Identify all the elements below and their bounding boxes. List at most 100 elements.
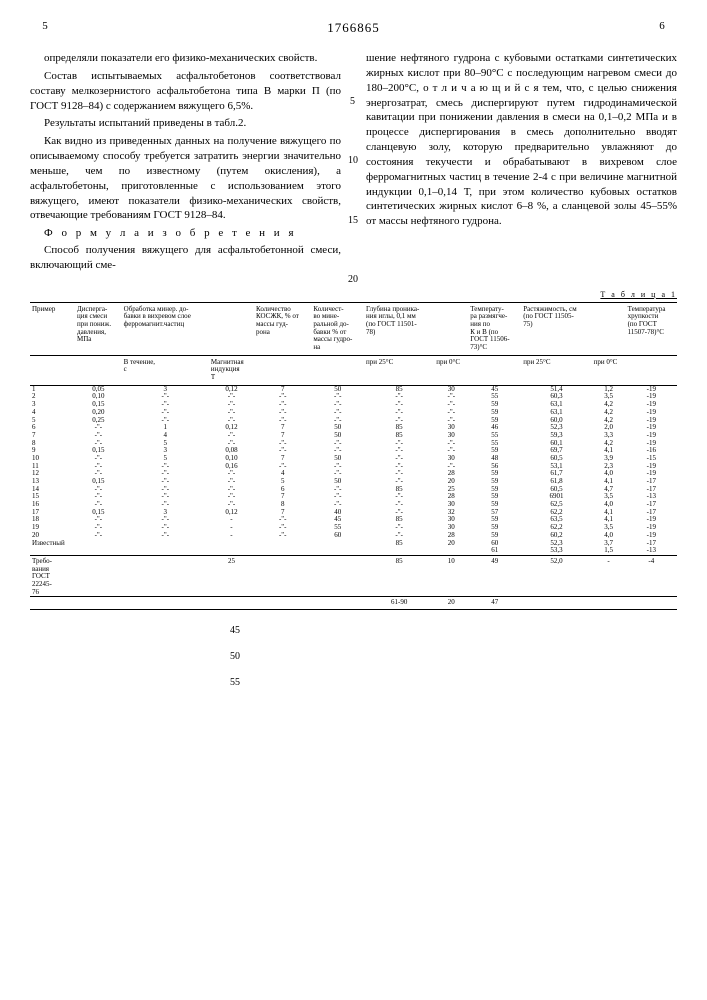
table-row: 30,15-"--"--"--"--"--"-5963,14,2-19: [30, 401, 677, 409]
table-header: ПримерДисперга-ция смесипри пониж.давлен…: [30, 302, 677, 385]
table-cell: [254, 597, 311, 610]
table-row: 15-"--"--"-7-"--"-285969013,5-13: [30, 493, 677, 501]
col-header: [592, 302, 626, 355]
table-row: 40,20-"--"--"--"--"--"-5963,14,2-19: [30, 409, 677, 417]
table-cell: [30, 597, 75, 610]
table-cell: [122, 547, 209, 555]
page-number-left: 5: [30, 20, 60, 36]
col-header: Дисперга-ция смесипри пониж.давления,МПа: [75, 302, 122, 355]
right-column: шение нефтяного гудрона с кубовыми остат…: [366, 51, 677, 276]
table-cell: 10: [434, 555, 468, 596]
table-cell: Известный: [30, 540, 75, 548]
table-cell: 2: [30, 393, 75, 401]
table-row: 6153,31,5-13: [30, 547, 677, 555]
col-subheader: [626, 355, 677, 385]
col-header: Глубина проника-ния иглы, 0,1 мм(по ГОСТ…: [364, 302, 434, 355]
table-row: 8-"-5-"--"--"--"--"-5560,14,2-19: [30, 440, 677, 448]
table-cell: [254, 555, 311, 596]
table-cell: 4: [30, 409, 75, 417]
col-subheader: [468, 355, 521, 385]
col-header: [434, 302, 468, 355]
table-caption: Т а б л и ц а 1: [30, 291, 677, 300]
table-cell: [75, 555, 122, 596]
table-row: 20-"--"---"-60-"-285960,24,0-19: [30, 532, 677, 540]
table-row: 7-"-4-"-75085305559,33,3-19: [30, 432, 677, 440]
line-number: 55: [230, 677, 677, 688]
table-row: 170,1530,12740-"-325762,24,1-17: [30, 509, 677, 517]
paragraph: шение нефтяного гудрона с кубовыми остат…: [366, 51, 677, 229]
table-cell: 49: [468, 555, 521, 596]
table-cell: 3: [30, 401, 75, 409]
col-subheader: [30, 355, 75, 385]
table-cell: 1: [30, 385, 75, 393]
text-columns: определяли показатели его физико-механич…: [30, 51, 677, 276]
col-subheader: [75, 355, 122, 385]
col-header: Растяжимость, см(по ГОСТ 11505-75): [521, 302, 591, 355]
table-cell: 53,3: [521, 547, 591, 555]
paragraph: Как видно из приведенных данных на получ…: [30, 134, 341, 223]
table-cell: [122, 540, 209, 548]
table-cell: [75, 547, 122, 555]
table-cell: [364, 547, 434, 555]
line-number: 20: [348, 273, 358, 287]
table-cell: 20: [434, 597, 468, 610]
line-number: 50: [230, 651, 677, 662]
table-row: 11-"--"-0,16-"--"--"--"-5653,12,3-19: [30, 463, 677, 471]
table-cell: 20: [434, 540, 468, 548]
table-cell: [592, 597, 626, 610]
table-row: 90,1530,08-"--"--"--"-5969,74,1-16: [30, 447, 677, 455]
col-subheader: [311, 355, 364, 385]
table-cell: 61: [468, 547, 521, 555]
table-row: 6-"-10,1275085304652,32,0-19: [30, 424, 677, 432]
table-cell: [75, 540, 122, 548]
table-cell: [311, 555, 364, 596]
table-cell: [122, 555, 209, 596]
table-cell: 1,5: [592, 547, 626, 555]
col-header: КоличествоКОСЖК, % отмассы гуд-рона: [254, 302, 311, 355]
table-row: 12-"--"--"-4-"--"-285961,74,0-19: [30, 470, 677, 478]
left-column: определяли показатели его физико-механич…: [30, 51, 341, 276]
col-subheader: при 0°С: [592, 355, 626, 385]
line-number: 45: [230, 625, 677, 636]
line-number: 5: [350, 95, 355, 109]
table-cell: -"-: [75, 532, 122, 540]
col-subheader: при 0°С: [434, 355, 468, 385]
table-cell: [626, 597, 677, 610]
formula-heading: Ф о р м у л а и з о б р е т е н и я: [30, 226, 341, 241]
data-table: ПримерДисперга-ция смесипри пониж.давлен…: [30, 302, 677, 610]
table-row: 20,10-"--"--"--"--"--"-5560,33,5-19: [30, 393, 677, 401]
table-cell: [434, 547, 468, 555]
table-cell: -: [592, 555, 626, 596]
table-cell: -"-: [254, 532, 311, 540]
table-cell: 61-90: [364, 597, 434, 610]
col-header: Количест-во мине-ральной до-бавки % отма…: [311, 302, 364, 355]
table-cell: 8: [30, 440, 75, 448]
col-subheader: МагнитнаяиндукцияТ: [209, 355, 254, 385]
table-cell: Требо-ванияГОСТ22245-76: [30, 555, 75, 596]
table-cell: [209, 540, 254, 548]
table-cell: 52,0: [521, 555, 591, 596]
paragraph: Результаты испытаний приведены в табл.2.: [30, 116, 341, 131]
margin-numbers: 45 50 55: [30, 625, 677, 688]
table-cell: [75, 597, 122, 610]
paragraph: определяли показатели его физико-механич…: [30, 51, 341, 66]
table-row: 50,25-"--"--"--"--"--"-5960,04,2-19: [30, 417, 677, 425]
table-row: 16-"--"--"-8-"--"-305962,54,0-17: [30, 501, 677, 509]
col-header: Обработка минер. до-бавки в вихревом сло…: [122, 302, 209, 355]
col-subheader: [254, 355, 311, 385]
table-row: 19-"--"---"-55-"-305962,23,5-19: [30, 524, 677, 532]
table-cell: [209, 597, 254, 610]
data-table-section: Т а б л и ц а 1 ПримерДисперга-ция смеси…: [30, 291, 677, 610]
table-row: 10-"-50,10750-"-304860,53,9-15: [30, 455, 677, 463]
table-row: Известный85206052,33,7-17: [30, 540, 677, 548]
line-number: 10: [348, 154, 358, 168]
table-cell: 85: [364, 555, 434, 596]
col-subheader: В течение,с: [122, 355, 209, 385]
table-cell: [521, 597, 591, 610]
table-body: 10,0530,1275085304551,41,2-1920,10-"--"-…: [30, 385, 677, 555]
page-number-right: 6: [647, 20, 677, 36]
table-cell: 47: [468, 597, 521, 610]
line-number: 15: [348, 214, 358, 228]
col-header: Пример: [30, 302, 75, 355]
paragraph: Состав испытываемых асфальтобетонов соот…: [30, 69, 341, 114]
